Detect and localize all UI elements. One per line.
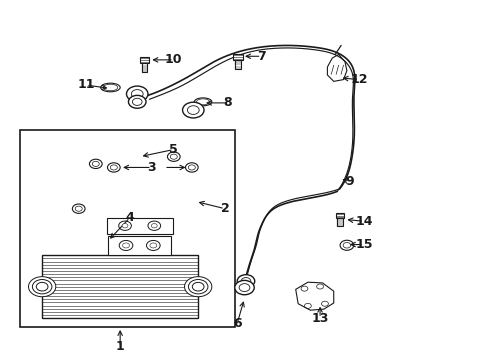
Ellipse shape (101, 83, 120, 92)
Text: 1: 1 (116, 340, 124, 353)
Circle shape (185, 163, 198, 172)
Text: 8: 8 (223, 96, 231, 109)
Text: 2: 2 (220, 202, 229, 215)
Text: 9: 9 (345, 175, 353, 188)
Circle shape (110, 165, 117, 170)
FancyBboxPatch shape (337, 218, 342, 226)
FancyBboxPatch shape (142, 63, 147, 72)
Text: 4: 4 (125, 211, 134, 224)
Circle shape (188, 279, 207, 294)
Circle shape (188, 165, 195, 170)
Ellipse shape (194, 98, 211, 106)
Circle shape (150, 243, 157, 248)
Text: 3: 3 (147, 161, 156, 174)
Circle shape (234, 280, 254, 295)
Circle shape (107, 163, 120, 172)
Circle shape (239, 284, 249, 292)
Circle shape (132, 98, 142, 105)
Circle shape (343, 243, 350, 248)
Circle shape (32, 279, 52, 294)
Text: 10: 10 (165, 53, 182, 66)
Circle shape (126, 86, 148, 102)
Circle shape (187, 106, 199, 114)
Bar (20, 130, 234, 327)
Circle shape (182, 102, 203, 118)
Text: 6: 6 (232, 317, 241, 330)
Circle shape (89, 159, 102, 168)
Text: 14: 14 (354, 215, 372, 228)
Circle shape (131, 90, 143, 98)
Circle shape (72, 204, 85, 213)
Circle shape (28, 276, 56, 297)
Text: 13: 13 (311, 311, 328, 325)
Circle shape (36, 282, 48, 291)
Circle shape (75, 206, 82, 211)
Circle shape (192, 282, 203, 291)
Circle shape (184, 276, 211, 297)
Bar (106, 218, 172, 234)
Ellipse shape (196, 99, 209, 105)
Circle shape (170, 154, 177, 159)
Circle shape (237, 275, 254, 288)
FancyBboxPatch shape (140, 57, 149, 63)
Text: 15: 15 (354, 238, 372, 251)
FancyBboxPatch shape (335, 213, 344, 218)
FancyBboxPatch shape (233, 54, 243, 60)
FancyBboxPatch shape (235, 60, 241, 69)
Bar (42, 255, 198, 318)
Circle shape (92, 161, 99, 166)
Circle shape (122, 243, 129, 248)
Ellipse shape (103, 84, 118, 91)
Text: 12: 12 (349, 73, 367, 86)
Circle shape (128, 95, 146, 108)
Circle shape (167, 152, 180, 161)
Circle shape (151, 224, 157, 228)
Text: 5: 5 (169, 143, 178, 156)
Bar (108, 235, 171, 255)
Text: 7: 7 (257, 50, 265, 63)
Circle shape (339, 240, 353, 250)
Circle shape (122, 224, 128, 228)
Text: 11: 11 (77, 78, 95, 91)
Circle shape (241, 278, 250, 285)
